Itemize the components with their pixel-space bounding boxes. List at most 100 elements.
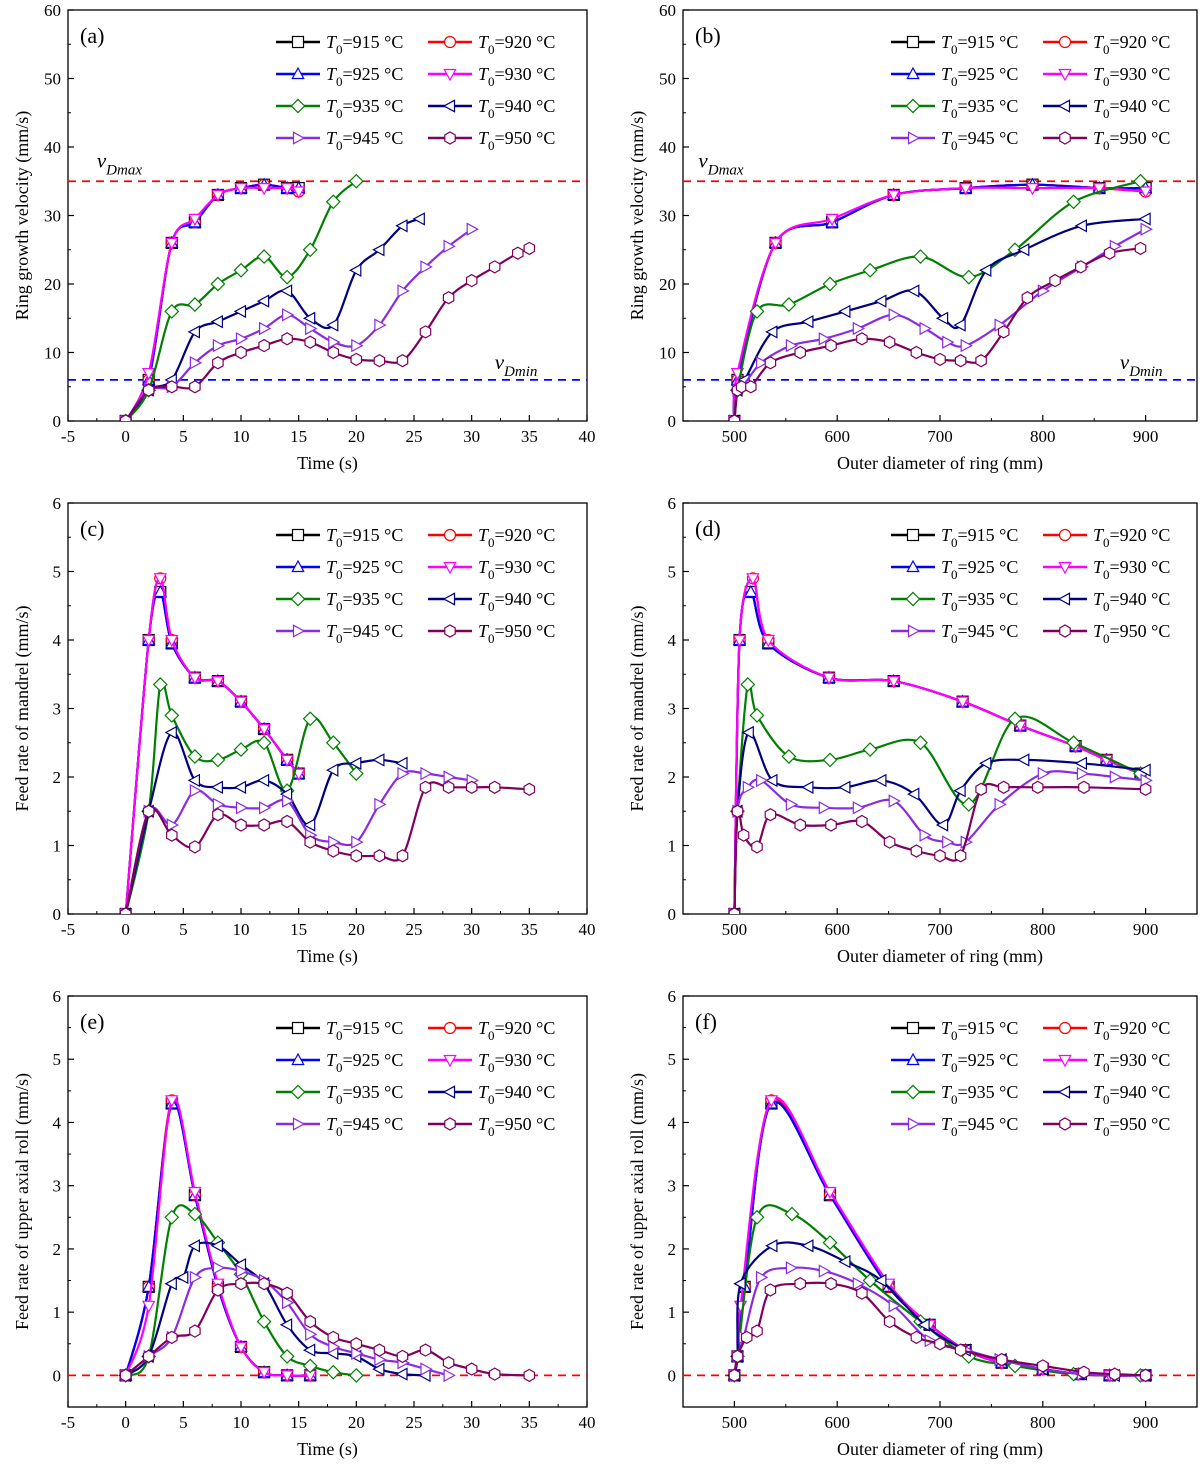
legend-marker <box>1057 592 1071 606</box>
legend-subscript: 0 <box>488 74 495 89</box>
legend-entry: T0=920 °C <box>1093 1018 1170 1043</box>
x-tick-label: 15 <box>290 920 307 939</box>
legend-subscript: 0 <box>1103 1060 1110 1075</box>
data-point-940 <box>765 773 778 788</box>
data-point-950 <box>975 782 987 796</box>
data-point-950 <box>396 849 409 863</box>
legend-subscript: 0 <box>336 631 343 646</box>
legend-marker <box>442 1085 456 1099</box>
y-tick-label: 1 <box>53 837 62 856</box>
legend-entry: T0=915 °C <box>326 1018 403 1043</box>
legend-symbol: T <box>941 557 953 577</box>
data-point-940 <box>302 1343 316 1357</box>
annotation-dmax: vDmax <box>698 149 743 179</box>
data-point-950 <box>442 780 455 794</box>
data-point-950 <box>419 325 432 339</box>
legend-marker <box>1058 68 1072 82</box>
data-point-945 <box>1140 222 1153 236</box>
data-point-945 <box>888 794 901 808</box>
data-point-940 <box>801 1239 814 1253</box>
data-point-935 <box>1007 711 1023 727</box>
legend-entry: T0=940 °C <box>478 589 555 614</box>
legend-entry: T0=930 °C <box>1093 557 1170 582</box>
legend-marker <box>291 35 305 49</box>
legend-marker <box>444 131 456 145</box>
data-point-930 <box>141 634 156 648</box>
data-point-930 <box>768 237 783 251</box>
annotation-base: v <box>698 149 708 173</box>
legend-label: =915 °C <box>958 525 1019 545</box>
y-tick-label: 0 <box>668 412 677 431</box>
data-point-950 <box>419 1343 432 1357</box>
data-point-940 <box>233 304 247 319</box>
data-point-945 <box>443 1368 456 1383</box>
data-point-930 <box>280 183 294 196</box>
data-point-950 <box>258 338 270 353</box>
legend-entry: T0=920 °C <box>1093 525 1170 550</box>
series-line-945 <box>124 228 473 421</box>
legend-marker <box>1057 1085 1071 1099</box>
legend-subscript: 0 <box>488 1124 495 1139</box>
data-point-950 <box>975 354 987 368</box>
series-line-945 <box>733 228 1147 421</box>
data-point-950 <box>934 1337 946 1351</box>
data-point-945 <box>235 332 249 346</box>
legend-label: =930 °C <box>495 557 556 577</box>
data-point-950 <box>212 1283 224 1297</box>
data-point-945 <box>305 321 318 336</box>
data-point-940 <box>874 1273 887 1288</box>
data-point-940 <box>935 818 949 832</box>
data-point-950 <box>419 780 432 794</box>
legend-label: =935 °C <box>343 589 404 609</box>
data-point-945 <box>420 260 433 274</box>
data-point-950 <box>189 1324 201 1338</box>
legend-symbol: T <box>1093 1082 1105 1102</box>
legend-subscript: 0 <box>488 106 495 121</box>
legend-entry: T0=930 °C <box>478 1050 555 1075</box>
data-point-950 <box>883 335 896 349</box>
data-point-950 <box>189 840 201 854</box>
legend-marker <box>906 1052 920 1066</box>
data-point-945 <box>420 1362 433 1376</box>
y-axis-label: Feed rate of upper axial roll (mm/s) <box>627 1073 648 1330</box>
data-point-940 <box>874 294 887 308</box>
legend-label: =920 °C <box>495 32 556 52</box>
data-point-950 <box>258 1277 270 1291</box>
data-point-950 <box>856 332 868 346</box>
data-point-940 <box>395 219 408 233</box>
x-tick-label: 35 <box>521 920 538 939</box>
legend-marker <box>1058 35 1072 49</box>
y-tick-label: 6 <box>668 494 677 513</box>
x-tick-label: 15 <box>290 1413 307 1432</box>
y-tick-label: 10 <box>659 344 676 363</box>
data-point-930 <box>955 696 970 709</box>
data-point-945 <box>755 1270 769 1285</box>
data-point-950 <box>488 260 501 274</box>
data-point-935 <box>862 1273 878 1288</box>
data-point-945 <box>374 318 387 332</box>
data-point-930 <box>188 213 202 227</box>
data-point-930 <box>165 237 179 251</box>
legend-entry: T0=915 °C <box>941 32 1018 57</box>
series-line-940 <box>733 1241 1146 1377</box>
legend-label: =950 °C <box>1110 128 1171 148</box>
legend-entry: T0=930 °C <box>1093 1050 1170 1075</box>
data-point-950 <box>523 241 536 256</box>
data-point-940 <box>412 212 425 226</box>
legend-entry: T0=925 °C <box>941 1050 1018 1075</box>
data-point-935 <box>210 752 226 768</box>
legend-subscript: 0 <box>488 567 495 582</box>
y-axis-label: Ring growth velocity (mm/s) <box>12 111 33 320</box>
data-point-940 <box>372 1362 385 1376</box>
data-point-950 <box>373 354 386 368</box>
series-line-945 <box>124 770 472 914</box>
legend-label: =950 °C <box>495 621 556 641</box>
data-point-935 <box>961 796 977 812</box>
legend-subscript: 0 <box>951 1092 958 1107</box>
legend-marker <box>905 591 921 607</box>
data-point-950 <box>327 345 340 360</box>
legend-entry: T0=935 °C <box>941 1082 1018 1107</box>
data-point-945 <box>374 1352 387 1367</box>
data-point-950 <box>910 345 923 360</box>
data-point-950 <box>731 1349 744 1364</box>
